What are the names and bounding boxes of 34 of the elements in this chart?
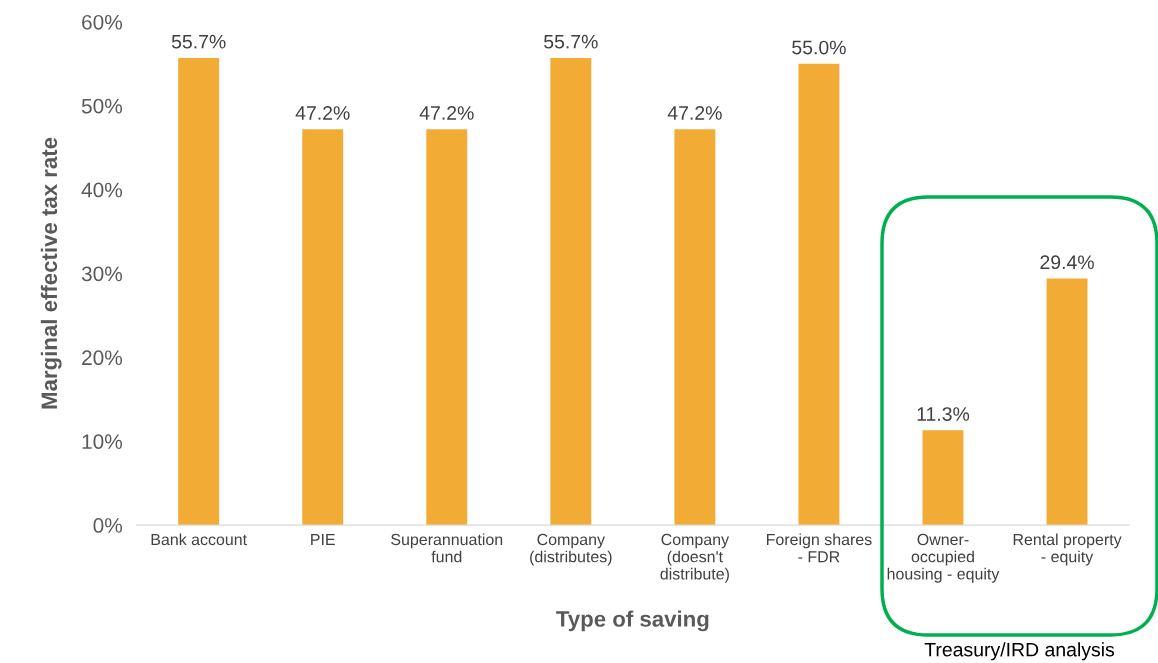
y-tick-label: 30% — [81, 266, 123, 282]
data-label: 55.7% — [171, 34, 226, 49]
data-label: 47.2% — [419, 106, 474, 120]
bar — [674, 129, 716, 526]
y-tick-label: 60% — [82, 14, 123, 30]
bar — [1046, 278, 1088, 526]
x-tick-label: Bank account — [151, 533, 247, 546]
x-tick-label: Company (distributes) — [530, 533, 612, 566]
x-tick-label: PIE — [311, 534, 335, 545]
data-label: 55.0% — [792, 40, 846, 55]
bar — [798, 63, 840, 526]
bar — [922, 430, 964, 526]
bar — [426, 129, 468, 526]
x-tick-label: Owner- occupied housing - equity — [887, 533, 1000, 583]
data-label: 55.7% — [544, 34, 598, 49]
data-label: 29.4% — [1040, 255, 1094, 270]
x-tick-label: Foreign shares - FDR — [766, 533, 872, 563]
x-tick-label: Superannuation fund — [391, 533, 503, 563]
y-tick-label: 10% — [82, 434, 123, 449]
y-tick-label: 40% — [81, 182, 123, 198]
x-tick-label: Rental property - equity — [1013, 533, 1122, 566]
y-tick-label: 0% — [93, 518, 123, 533]
bar — [302, 129, 344, 526]
y-tick-label: 20% — [82, 350, 123, 366]
bar — [550, 57, 592, 526]
x-tick-label: Company (doesn't distribute) — [660, 533, 730, 583]
data-label: 11.3% — [917, 407, 970, 421]
data-label: 47.2% — [667, 106, 722, 120]
y-tick-label: 50% — [81, 98, 123, 114]
text: Treasury/IRD analysis — [924, 642, 1115, 661]
x-axis-title: Type of saving — [556, 610, 709, 632]
bar — [178, 57, 220, 526]
data-label: 47.2% — [295, 106, 350, 120]
y-axis-title: Marginal effective tax rate — [40, 137, 62, 409]
